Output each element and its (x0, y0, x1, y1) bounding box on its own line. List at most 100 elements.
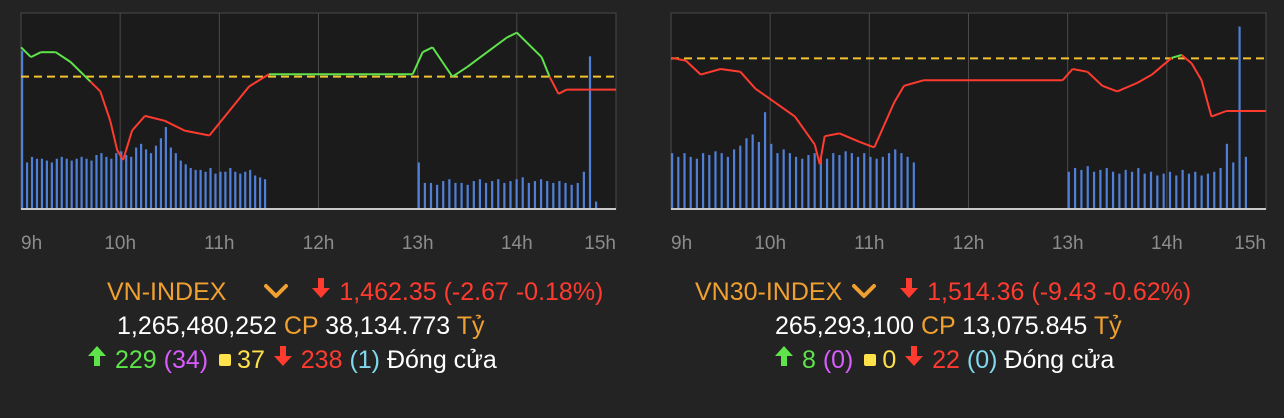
price-segment (859, 140, 875, 149)
volume-bar (763, 112, 767, 209)
volume-bar (174, 153, 177, 209)
volume-bar (720, 153, 723, 209)
volume-bar (844, 151, 847, 209)
declines-count: 22 (932, 346, 960, 375)
volume-bar (887, 153, 891, 209)
vnindex-panel: 9h 10h 11h 12h 13h 14h 15h VN-INDEX 1,462.35 (… (0, 0, 640, 418)
volume-bar (472, 181, 475, 209)
price-segment (30, 51, 42, 58)
index-name[interactable]: VN-INDEX (107, 278, 227, 307)
unchanged-count: 37 (237, 346, 265, 375)
price-segment (1211, 110, 1227, 118)
volume-bar (570, 184, 573, 209)
price-segment (1086, 71, 1104, 87)
volume-bar (1156, 175, 1159, 209)
price-segment (208, 110, 231, 137)
x-tick-label: 14h (501, 233, 533, 254)
x-tick-label: 14h (1151, 233, 1183, 254)
price-segment (526, 41, 543, 58)
volume-bar (539, 179, 543, 209)
volume-bar (179, 160, 182, 209)
volume-bar (701, 153, 705, 209)
volume-bar (149, 153, 153, 209)
floor-count: (0) (966, 346, 998, 375)
price-segment (228, 85, 250, 112)
price-segment (873, 124, 886, 148)
volume-bar (1080, 169, 1083, 209)
up-arrow-icon (86, 344, 108, 375)
volume-bar (1124, 169, 1127, 209)
vnindex-breadth-line: 229 (34) 37 238 (1) Đóng cửa (86, 346, 497, 377)
volume-bar (115, 153, 118, 209)
price-segment (131, 115, 146, 132)
volume-bar (436, 184, 439, 209)
index-change: 1,514.36 (-9.43 -0.62%) (927, 278, 1192, 307)
cp-label: CP (283, 312, 319, 340)
volume-bar (1143, 173, 1146, 209)
volume-bar (576, 182, 579, 209)
x-tick-label: 11h (204, 233, 234, 254)
chevron-down-icon[interactable] (263, 278, 289, 307)
unchanged-count: 0 (882, 346, 897, 375)
volume-bar (558, 181, 561, 209)
vn30-chart: 9h 10h 11h 12h 13h 14h 15h (670, 12, 1267, 254)
volume-bar (105, 156, 108, 209)
down-arrow-icon (903, 344, 925, 375)
volume-bar (1073, 168, 1077, 209)
price-segment (813, 144, 821, 165)
volume-bar (85, 158, 88, 209)
volume-bar (169, 147, 172, 209)
volume-bar (199, 169, 202, 209)
vnindex-volume-line: 1,265,480,252 CP 38,134.773 Tỷ (117, 312, 484, 341)
volume-bar (757, 141, 760, 209)
x-tick-label: 13h (402, 233, 434, 254)
price-segment (893, 85, 905, 104)
volume-bar (35, 158, 39, 209)
volume-bar (204, 171, 207, 209)
chevron-down-icon[interactable] (851, 278, 877, 307)
down-arrow-icon (272, 344, 294, 375)
volume-bar (726, 156, 729, 209)
volume-bar (856, 156, 860, 209)
price-segment (1161, 57, 1173, 67)
volume-bar (154, 145, 158, 209)
price-segment (422, 46, 433, 54)
volume-bar (776, 153, 779, 209)
volume-bar (442, 181, 445, 209)
ceiling-count: (34) (163, 346, 209, 375)
x-tick-label: 10h (104, 233, 136, 254)
price-segment (89, 80, 102, 93)
volume-bar (1244, 156, 1247, 209)
advances-count: 8 (801, 346, 816, 375)
volume-bar (466, 184, 469, 209)
price-segment (1200, 79, 1213, 117)
volume-value: 1,265,480,252 (117, 312, 277, 340)
volume-bar (881, 156, 884, 209)
volume-bar (1206, 173, 1210, 209)
volume-bar (527, 182, 530, 209)
volume-bar (819, 156, 822, 209)
price-segment (670, 56, 687, 62)
volume-bar (912, 162, 915, 209)
price-segment (164, 119, 186, 132)
price-segment (754, 87, 776, 104)
price-segment (685, 59, 702, 76)
price-segment (1171, 54, 1182, 59)
volume-bar (1149, 171, 1153, 209)
volume-bar (788, 153, 791, 209)
volume-bar (825, 158, 829, 209)
volume-bar (838, 155, 841, 209)
price-segment (122, 130, 134, 161)
volume-bar (100, 153, 103, 209)
volume-bar (194, 169, 197, 209)
volume-bar (782, 149, 785, 209)
volume-bar (1118, 173, 1121, 209)
volume-bar (219, 171, 222, 209)
volume-bar (533, 181, 537, 209)
volume-bar (21, 50, 24, 210)
volume-bar (875, 158, 878, 209)
index-name[interactable]: VN30-INDEX (695, 278, 843, 307)
volume-bar (813, 153, 816, 209)
volume-bar (1232, 162, 1235, 209)
volume-bar (683, 153, 686, 209)
